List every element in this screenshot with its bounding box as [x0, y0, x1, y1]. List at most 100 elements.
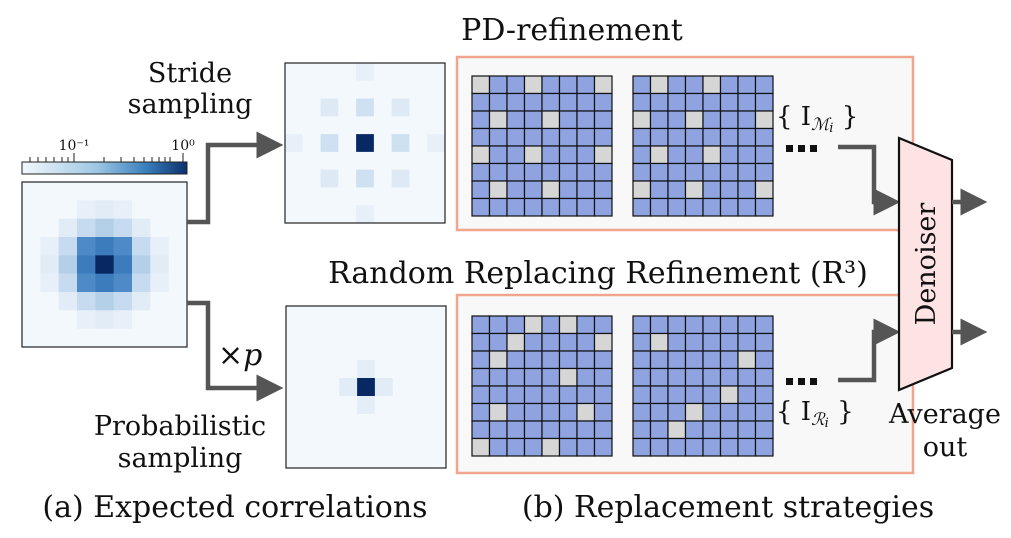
- probabilistic-cell: [428, 324, 447, 343]
- correlation-cell: [113, 182, 133, 201]
- probabilistic-cell: [357, 396, 376, 415]
- stride-cell: [391, 187, 410, 206]
- r3-grid-2-cell: [719, 332, 739, 352]
- pd-grid-1-cell: [541, 127, 561, 147]
- r3-grid-2-cell: [632, 437, 652, 457]
- r3-grid-2-cell: [684, 367, 704, 387]
- stride-cell: [285, 98, 304, 117]
- probabilistic-cell: [374, 414, 394, 433]
- pd-grid-2-cell: [684, 180, 704, 200]
- pd-grid-1-cell: [471, 197, 491, 217]
- probabilistic-cell: [357, 378, 376, 397]
- correlation-cell: [58, 310, 78, 330]
- r3-grid-2-cell: [737, 350, 757, 370]
- probabilistic-cell: [428, 342, 447, 361]
- r3-grid-2-cell: [754, 402, 774, 422]
- stride-cell: [285, 151, 304, 171]
- probabilistic-cell: [303, 450, 323, 469]
- correlation-cell: [40, 200, 60, 220]
- stride-cell: [373, 169, 393, 188]
- r3-grid-2-cell: [684, 420, 704, 440]
- probabilistic-cell: [392, 342, 411, 361]
- r3-grid-1-cell: [506, 367, 526, 387]
- pd-grid-1-cell: [541, 110, 561, 130]
- probabilistic-cell: [392, 450, 411, 469]
- probabilistic-cell: [392, 306, 411, 325]
- correlation-cell: [58, 182, 78, 201]
- pd-grid-1-cell: [488, 145, 508, 165]
- pd-refinement-title: PD-refinement: [461, 13, 683, 48]
- r3-grid-1-cell: [576, 332, 596, 352]
- r3-grid-2-cell: [702, 350, 722, 370]
- r3-grid-1-cell: [558, 437, 578, 457]
- stride-cell: [302, 187, 322, 206]
- probabilistic-cell: [428, 306, 447, 325]
- stride-cell: [285, 63, 304, 82]
- stride-cell: [356, 63, 375, 82]
- r3-grid-2-cell: [649, 402, 669, 422]
- r3-grid-2-cell: [719, 315, 739, 335]
- pd-grid-2-cell: [737, 197, 757, 217]
- probabilistic-cell: [339, 396, 358, 415]
- stride-label-line1: Stride: [148, 58, 232, 89]
- stride-cell: [427, 187, 446, 206]
- colorbar-bar: [21, 161, 188, 175]
- correlation-cell: [113, 218, 133, 238]
- r3-grid-1-cell: [523, 385, 543, 405]
- pd-grid-2-cell: [649, 75, 669, 95]
- pd-grid-2-cell: [702, 197, 722, 217]
- stride-cell: [356, 169, 375, 188]
- colorbar-tick-max: 10⁰: [171, 138, 195, 154]
- stride-cell: [320, 63, 339, 82]
- probabilistic-cell: [286, 396, 305, 415]
- pd-grid-2-cell: [649, 145, 669, 165]
- stride-cell: [391, 116, 410, 135]
- r3-grid-2-cell: [649, 367, 669, 387]
- r3-grid-1-cell: [488, 367, 508, 387]
- pd-grid-1-cell: [541, 92, 561, 112]
- correlation-cell: [77, 200, 96, 220]
- stride-label-line2: sampling: [128, 89, 253, 120]
- probabilistic-cell: [410, 432, 429, 451]
- probabilistic-cell: [357, 360, 376, 379]
- r3-grid-1-cell: [488, 350, 508, 370]
- probabilistic-cell: [339, 360, 358, 379]
- r3-grid-1-cell: [593, 350, 613, 370]
- r3-grid-2-cell: [632, 350, 652, 370]
- pd-grid-2-cell: [667, 92, 687, 112]
- pd-grid-1-cell: [541, 162, 561, 182]
- r3-grid-1-cell: [558, 402, 578, 422]
- stride-cell: [320, 80, 339, 100]
- correlation-cell: [113, 237, 133, 256]
- stride-cell: [356, 134, 375, 153]
- pd-grid-2-cell: [737, 110, 757, 130]
- average-out-line2: out: [923, 432, 968, 463]
- probabilistic-cell: [321, 306, 340, 325]
- pd-grid-2-cell: [702, 145, 722, 165]
- stride-cell: [427, 80, 446, 100]
- pd-grid-2-cell: [684, 92, 704, 112]
- stride-cell: [302, 98, 322, 117]
- pd-grid-1-cell: [488, 180, 508, 200]
- r3-grid-2-cell: [684, 332, 704, 352]
- r3-grid-1-cell: [593, 315, 613, 335]
- pd-grid-1-cell: [593, 145, 613, 165]
- stride-cell: [338, 134, 357, 153]
- r3-grid-1-cell: [558, 385, 578, 405]
- correlation-cell: [150, 218, 170, 238]
- correlation-cell: [150, 328, 170, 348]
- stride-cell: [302, 63, 322, 82]
- probabilistic-cell: [357, 414, 376, 433]
- correlation-cell: [58, 292, 78, 311]
- correlation-cell: [40, 273, 60, 293]
- stride-cell: [285, 116, 304, 135]
- pd-grid-1-cell: [593, 92, 613, 112]
- pd-grid-2-cell: [719, 162, 739, 182]
- probabilistic-cell: [339, 306, 358, 325]
- pd-grid-2-cell: [649, 180, 669, 200]
- r3-grid-1-cell: [541, 420, 561, 440]
- correlation-cell: [168, 200, 188, 220]
- correlation-cell: [58, 255, 78, 275]
- correlation-cell: [95, 200, 115, 220]
- r3-grid-1: [471, 315, 613, 457]
